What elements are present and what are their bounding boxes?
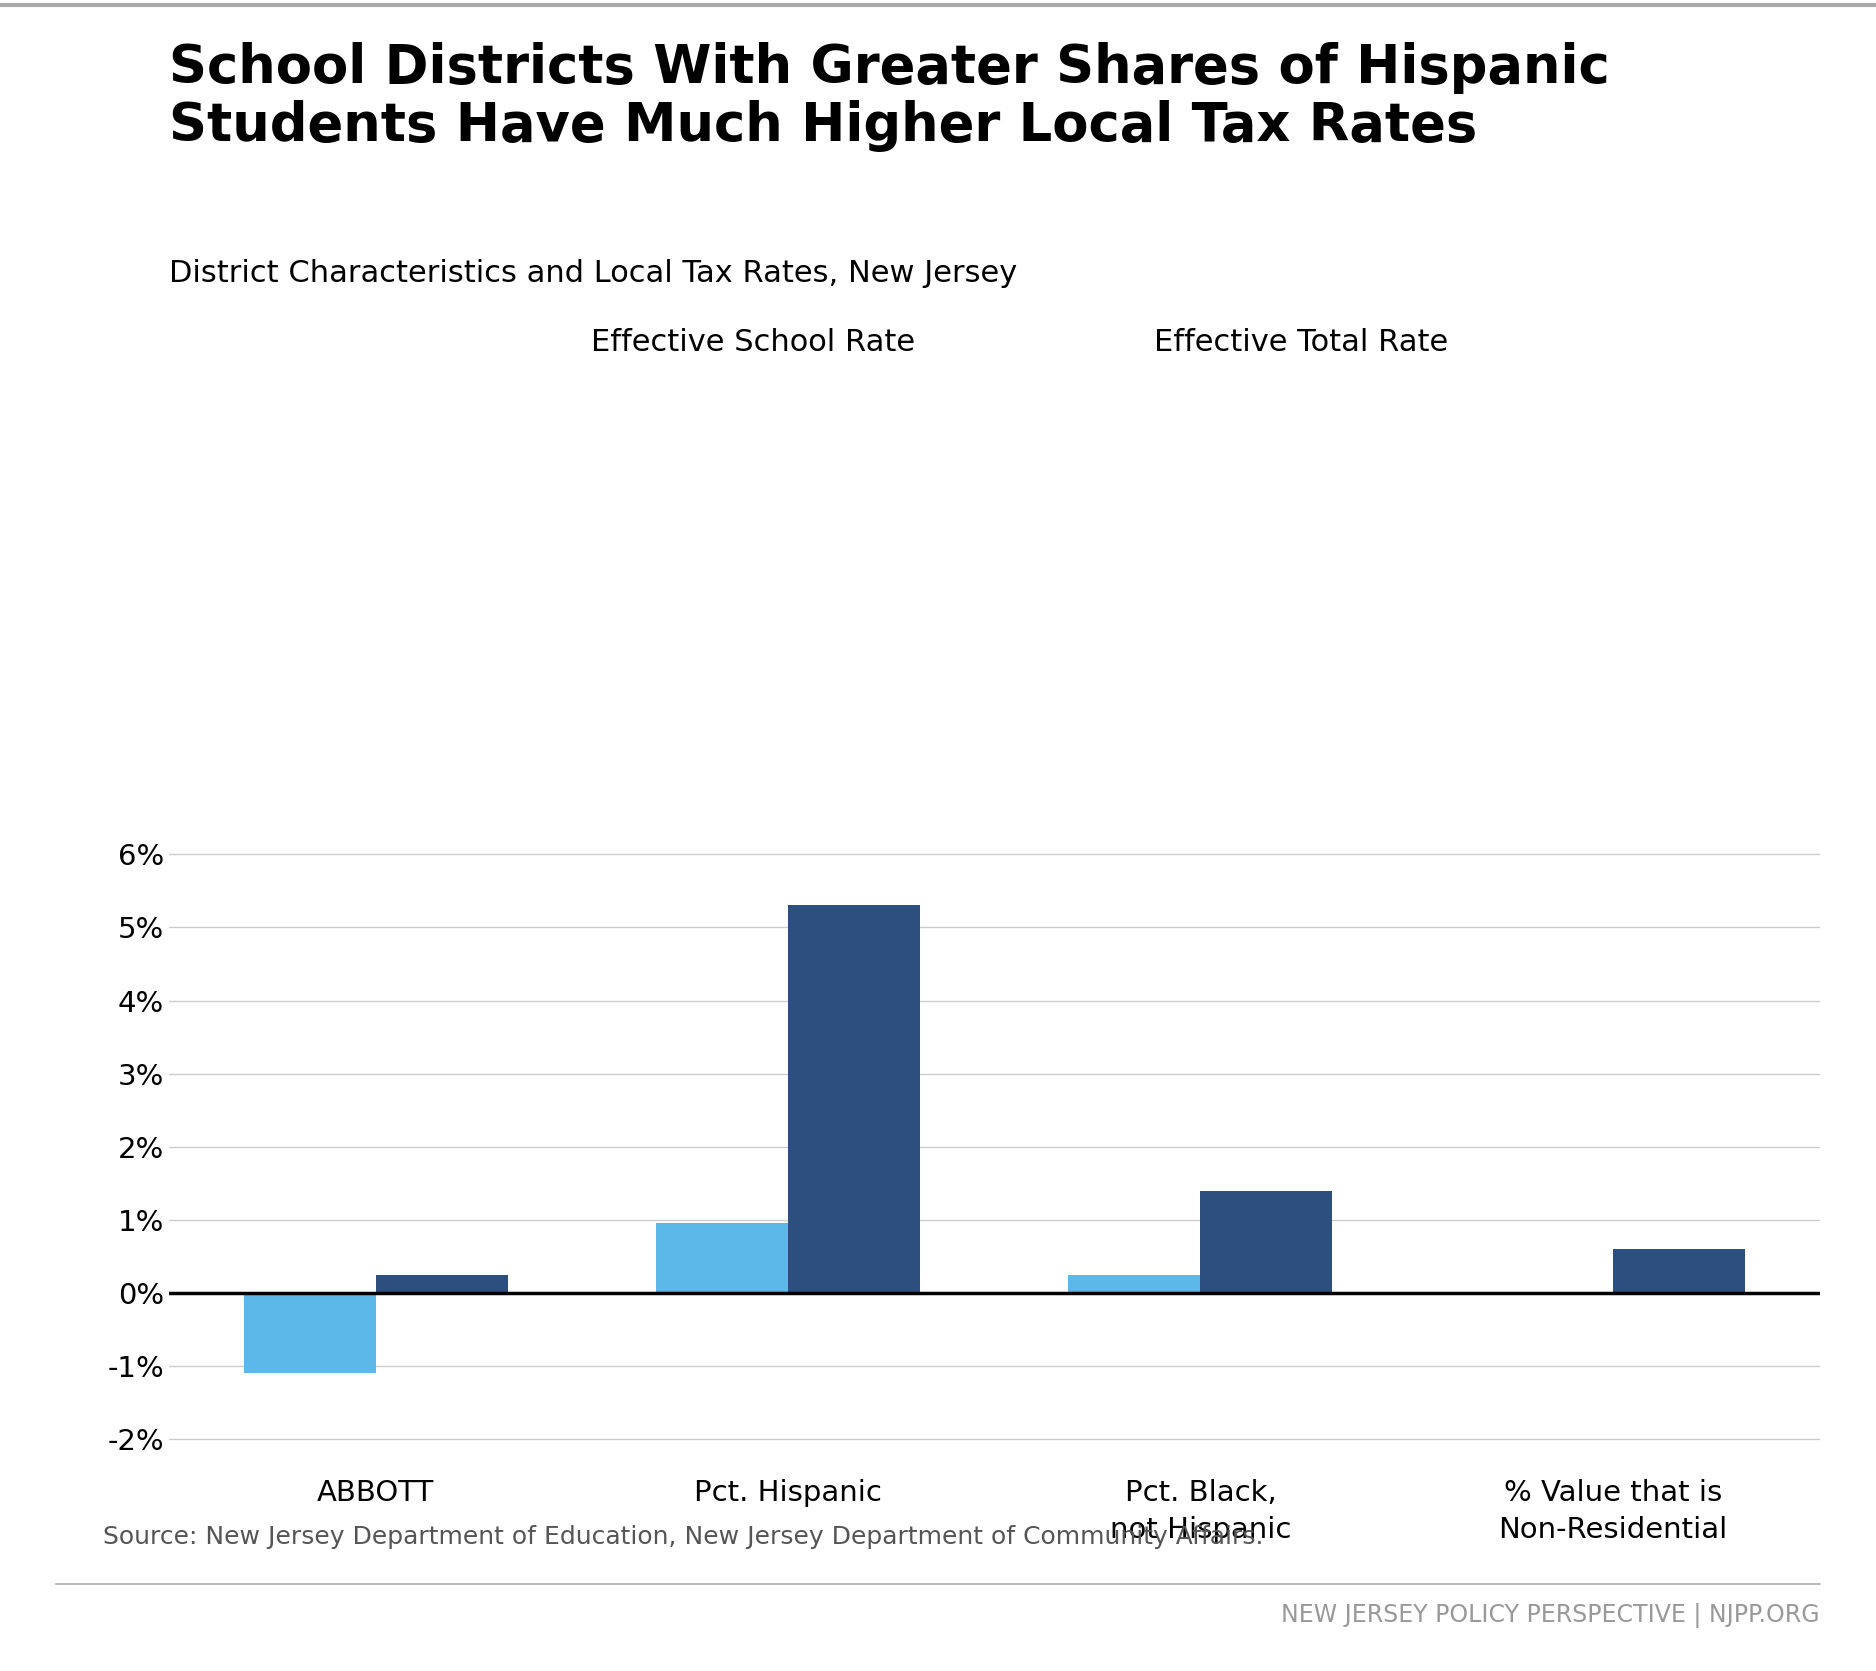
Bar (788, 906, 919, 1293)
Bar (1069, 1275, 1201, 1293)
Bar (657, 1223, 788, 1293)
Text: Effective School Rate: Effective School Rate (591, 328, 915, 358)
Text: NEW JERSEY POLICY PERSPECTIVE | NJPP.ORG: NEW JERSEY POLICY PERSPECTIVE | NJPP.ORG (1281, 1602, 1820, 1628)
Bar (375, 1275, 508, 1293)
Text: District Characteristics and Local Tax Rates, New Jersey: District Characteristics and Local Tax R… (169, 259, 1017, 287)
Text: Effective Total Rate: Effective Total Rate (1154, 328, 1448, 358)
Bar (244, 1293, 375, 1374)
Bar (1201, 1190, 1332, 1293)
Bar (1613, 1250, 1745, 1293)
Text: School Districts With Greater Shares of Hispanic
Students Have Much Higher Local: School Districts With Greater Shares of … (169, 42, 1610, 152)
Text: Source: New Jersey Department of Education, New Jersey Department of Community A: Source: New Jersey Department of Educati… (103, 1526, 1264, 1549)
